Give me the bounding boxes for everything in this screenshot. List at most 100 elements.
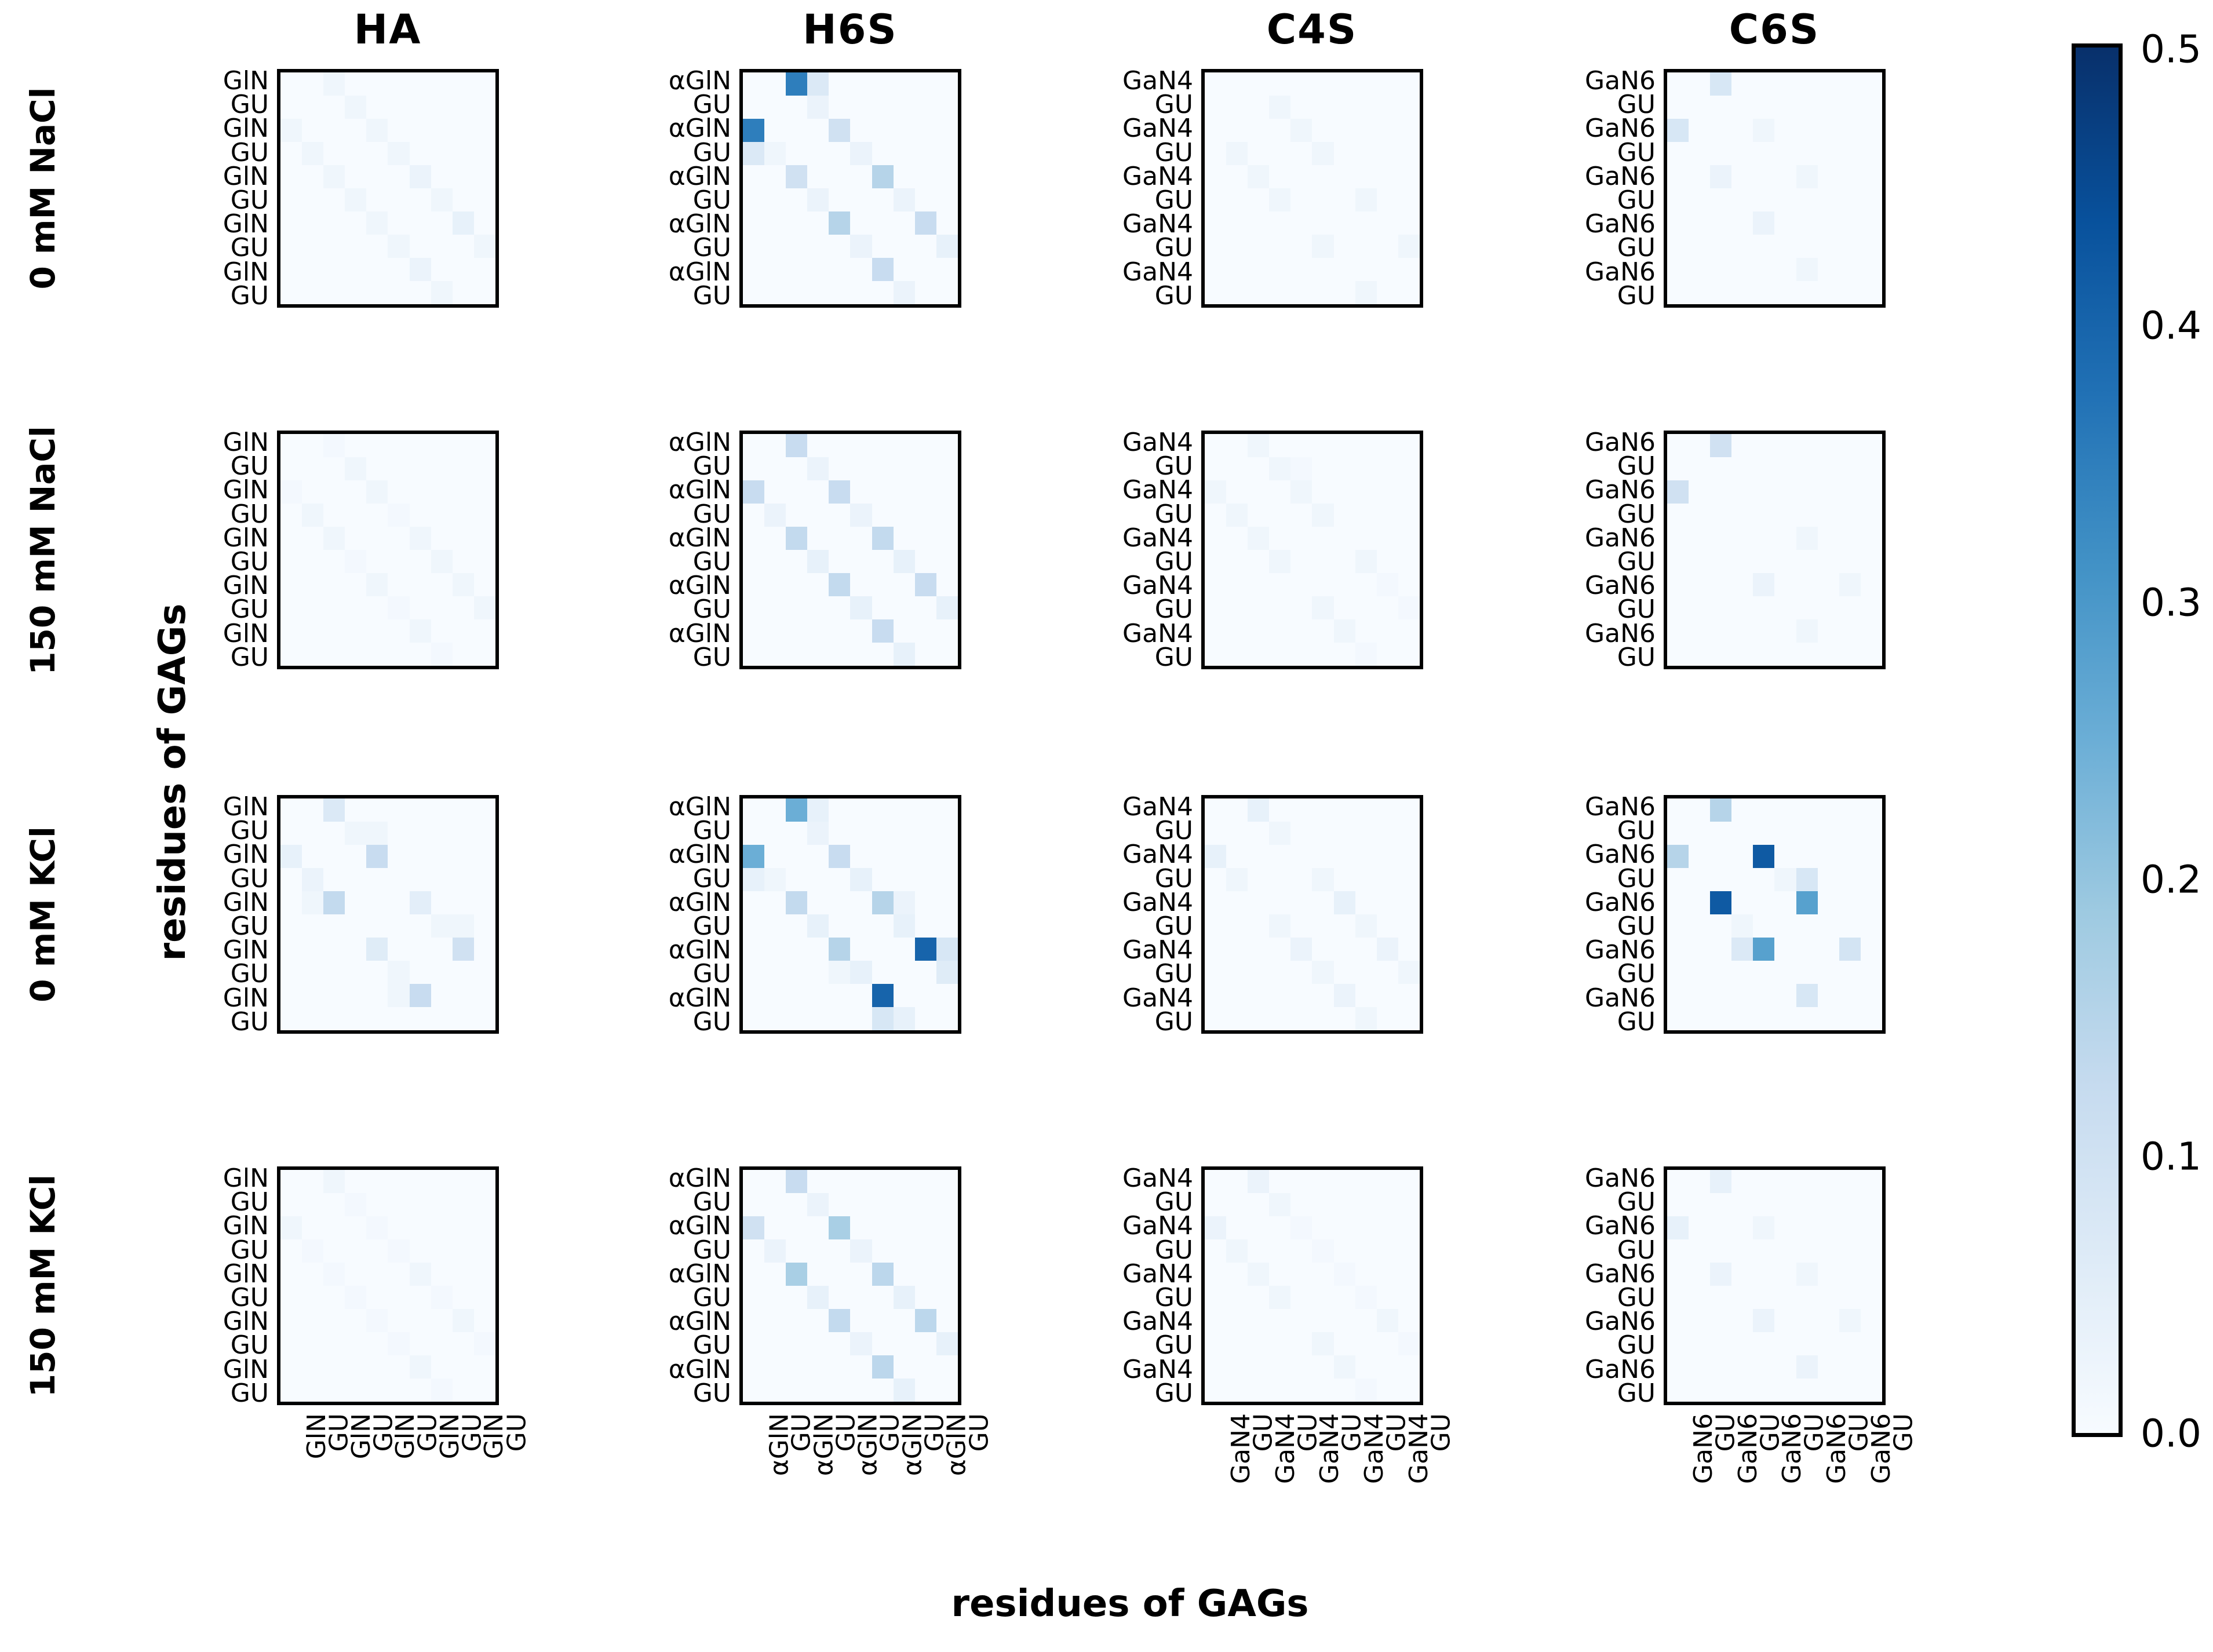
- heatmap-cell: [1205, 573, 1227, 596]
- heatmap-cell: [829, 1332, 851, 1355]
- heatmap-cell: [345, 1355, 367, 1379]
- heatmap-cell: [473, 868, 495, 891]
- heatmap-cell: [786, 142, 808, 165]
- heatmap-cell: [872, 938, 894, 961]
- heatmap-cell: [1731, 281, 1753, 304]
- heatmap-cell: [431, 1170, 453, 1193]
- heatmap-cell: [302, 643, 324, 666]
- y-tick-label: GaN6: [1585, 1211, 1656, 1241]
- heatmap-cell: [366, 573, 388, 596]
- heatmap-cell: [473, 434, 495, 457]
- heatmap-cell: [850, 550, 872, 573]
- heatmap-cell: [280, 281, 302, 304]
- heatmap-cell: [452, 643, 474, 666]
- heatmap-cell: [872, 868, 894, 891]
- heatmap-cell: [1248, 1379, 1270, 1402]
- heatmap-cell: [431, 235, 453, 258]
- heatmap-cell: [1731, 96, 1753, 119]
- heatmap-cell: [473, 573, 495, 596]
- heatmap-cell: [807, 914, 829, 938]
- heatmap-cell: [323, 1355, 345, 1379]
- heatmap-cell: [1269, 142, 1291, 165]
- heatmap-cell: [743, 281, 765, 304]
- heatmap-cell: [914, 527, 936, 550]
- heatmap-cell: [302, 550, 324, 573]
- heatmap-cell: [1226, 142, 1248, 165]
- heatmap-cell: [452, 938, 474, 961]
- heatmap-cell: [807, 1193, 829, 1216]
- heatmap-cell: [936, 1379, 958, 1402]
- heatmap-cell: [764, 142, 786, 165]
- heatmap-cell: [1312, 914, 1334, 938]
- heatmap-cell: [1839, 1355, 1861, 1379]
- heatmap-cell: [1710, 961, 1732, 984]
- heatmap-cell: [743, 211, 765, 235]
- heatmap-cell: [388, 1170, 410, 1193]
- heatmap-cell: [1226, 1309, 1248, 1332]
- heatmap-cell: [1312, 1239, 1334, 1263]
- heatmap-cell: [345, 1239, 367, 1263]
- heatmap-cell: [1205, 211, 1227, 235]
- heatmap-cell: [1376, 1193, 1398, 1216]
- heatmap-cell: [829, 1263, 851, 1286]
- heatmap-cell: [431, 798, 453, 822]
- heatmap-cell: [829, 938, 851, 961]
- heatmap-cell: [786, 643, 808, 666]
- heatmap-cell: [431, 165, 453, 188]
- heatmap-cell: [1226, 434, 1248, 457]
- heatmap-cell: [1398, 868, 1420, 891]
- heatmap-cell: [1667, 1309, 1689, 1332]
- heatmap-cell: [1796, 527, 1818, 550]
- heatmap-cell: [366, 822, 388, 845]
- heatmap-cell: [1839, 235, 1861, 258]
- heatmap-cell: [764, 798, 786, 822]
- heatmap-cell: [1710, 643, 1732, 666]
- heatmap-cell: [431, 142, 453, 165]
- heatmap-cell: [1817, 822, 1839, 845]
- heatmap-cell: [850, 480, 872, 504]
- heatmap-cell: [1731, 211, 1753, 235]
- heatmap-cell: [829, 1193, 851, 1216]
- heatmap-cell: [807, 434, 829, 457]
- heatmap-cell: [1312, 573, 1334, 596]
- heatmap-cell: [1689, 596, 1711, 619]
- heatmap-cell: [914, 1332, 936, 1355]
- heatmap-cell: [1398, 165, 1420, 188]
- heatmap-cell: [280, 504, 302, 527]
- heatmap-cell: [1333, 1239, 1355, 1263]
- heatmap-cell: [1376, 845, 1398, 868]
- heatmap-cell: [409, 1263, 431, 1286]
- heatmap-cell: [1290, 188, 1313, 211]
- heatmap-cell: [743, 868, 765, 891]
- heatmap-cell: [345, 96, 367, 119]
- heatmap-cell: [1774, 1286, 1796, 1309]
- y-tick-label: GaN6: [1585, 66, 1656, 96]
- heatmap-cell: [764, 619, 786, 643]
- heatmap-cell: [1290, 72, 1313, 96]
- heatmap-cell: [764, 1332, 786, 1355]
- heatmap-cell: [1839, 1309, 1861, 1332]
- heatmap-cell: [743, 1239, 765, 1263]
- heatmap-cell: [893, 1286, 915, 1309]
- y-tick-label: GU: [692, 595, 731, 625]
- heatmap-cell: [1839, 1263, 1861, 1286]
- heatmap-cell: [914, 258, 936, 281]
- heatmap-cell: [1839, 984, 1861, 1007]
- heatmap-cell: [1753, 504, 1775, 527]
- heatmap-cell: [323, 480, 345, 504]
- y-tick-label: GaN4: [1122, 161, 1193, 191]
- heatmap-cell: [1376, 504, 1398, 527]
- y-tick-label: GU: [692, 1235, 731, 1265]
- heatmap-cell: [1312, 1193, 1334, 1216]
- heatmap-cell: [280, 258, 302, 281]
- heatmap-cell: [409, 822, 431, 845]
- heatmap-cell: [786, 504, 808, 527]
- heatmap-cell: [850, 1355, 872, 1379]
- heatmap-cell: [872, 1193, 894, 1216]
- heatmap-cell: [431, 573, 453, 596]
- heatmap-cell: [807, 868, 829, 891]
- heatmap-cell: [893, 550, 915, 573]
- heatmap-cell: [1774, 142, 1796, 165]
- heatmap-cell: [302, 457, 324, 480]
- heatmap-cell: [1398, 504, 1420, 527]
